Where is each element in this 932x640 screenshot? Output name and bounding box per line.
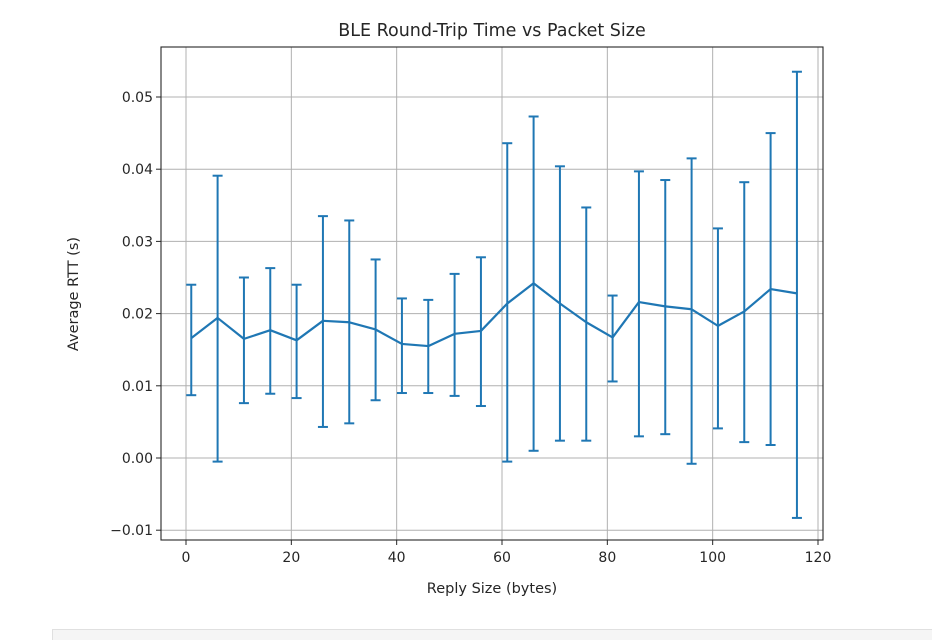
y-tick-label: 0.05	[122, 90, 153, 106]
x-tick-label: 120	[805, 550, 832, 566]
axes-frame	[160, 46, 824, 541]
data-series	[186, 70, 802, 519]
x-tick-label: 40	[388, 550, 406, 566]
y-tick-label: −0.01	[110, 523, 153, 539]
x-axis-label: Reply Size (bytes)	[427, 581, 557, 597]
mean-line	[190, 282, 798, 348]
chart-title: BLE Round-Trip Time vs Packet Size	[338, 21, 645, 41]
y-tick-label: 0.02	[122, 307, 153, 323]
y-tick-label: 0.01	[122, 379, 153, 395]
x-tick-label: 20	[282, 550, 300, 566]
plot-area: 0 20 40 60 80 100 120 −0.01 0.00 0.01 0.02 0.03 0.0…	[110, 46, 832, 566]
x-tick-label: 60	[493, 550, 511, 566]
x-axis-ticks: 0 20 40 60 80 100 120	[182, 540, 832, 566]
y-tick-label: 0.03	[122, 234, 153, 250]
axes-background	[161, 47, 823, 540]
y-tick-label: 0.04	[122, 162, 153, 178]
x-tick-label: 80	[598, 550, 616, 566]
x-tick-label: 100	[699, 550, 726, 566]
y-axis-ticks: −0.01 0.00 0.01 0.02 0.03 0.04 0.05	[110, 90, 161, 539]
grid-lines	[161, 47, 823, 540]
x-tick-label: 0	[182, 550, 191, 566]
next-notebook-cell[interactable]	[52, 629, 932, 640]
y-axis-label: Average RTT (s)	[66, 237, 82, 351]
y-tick-label: 0.00	[122, 451, 153, 467]
